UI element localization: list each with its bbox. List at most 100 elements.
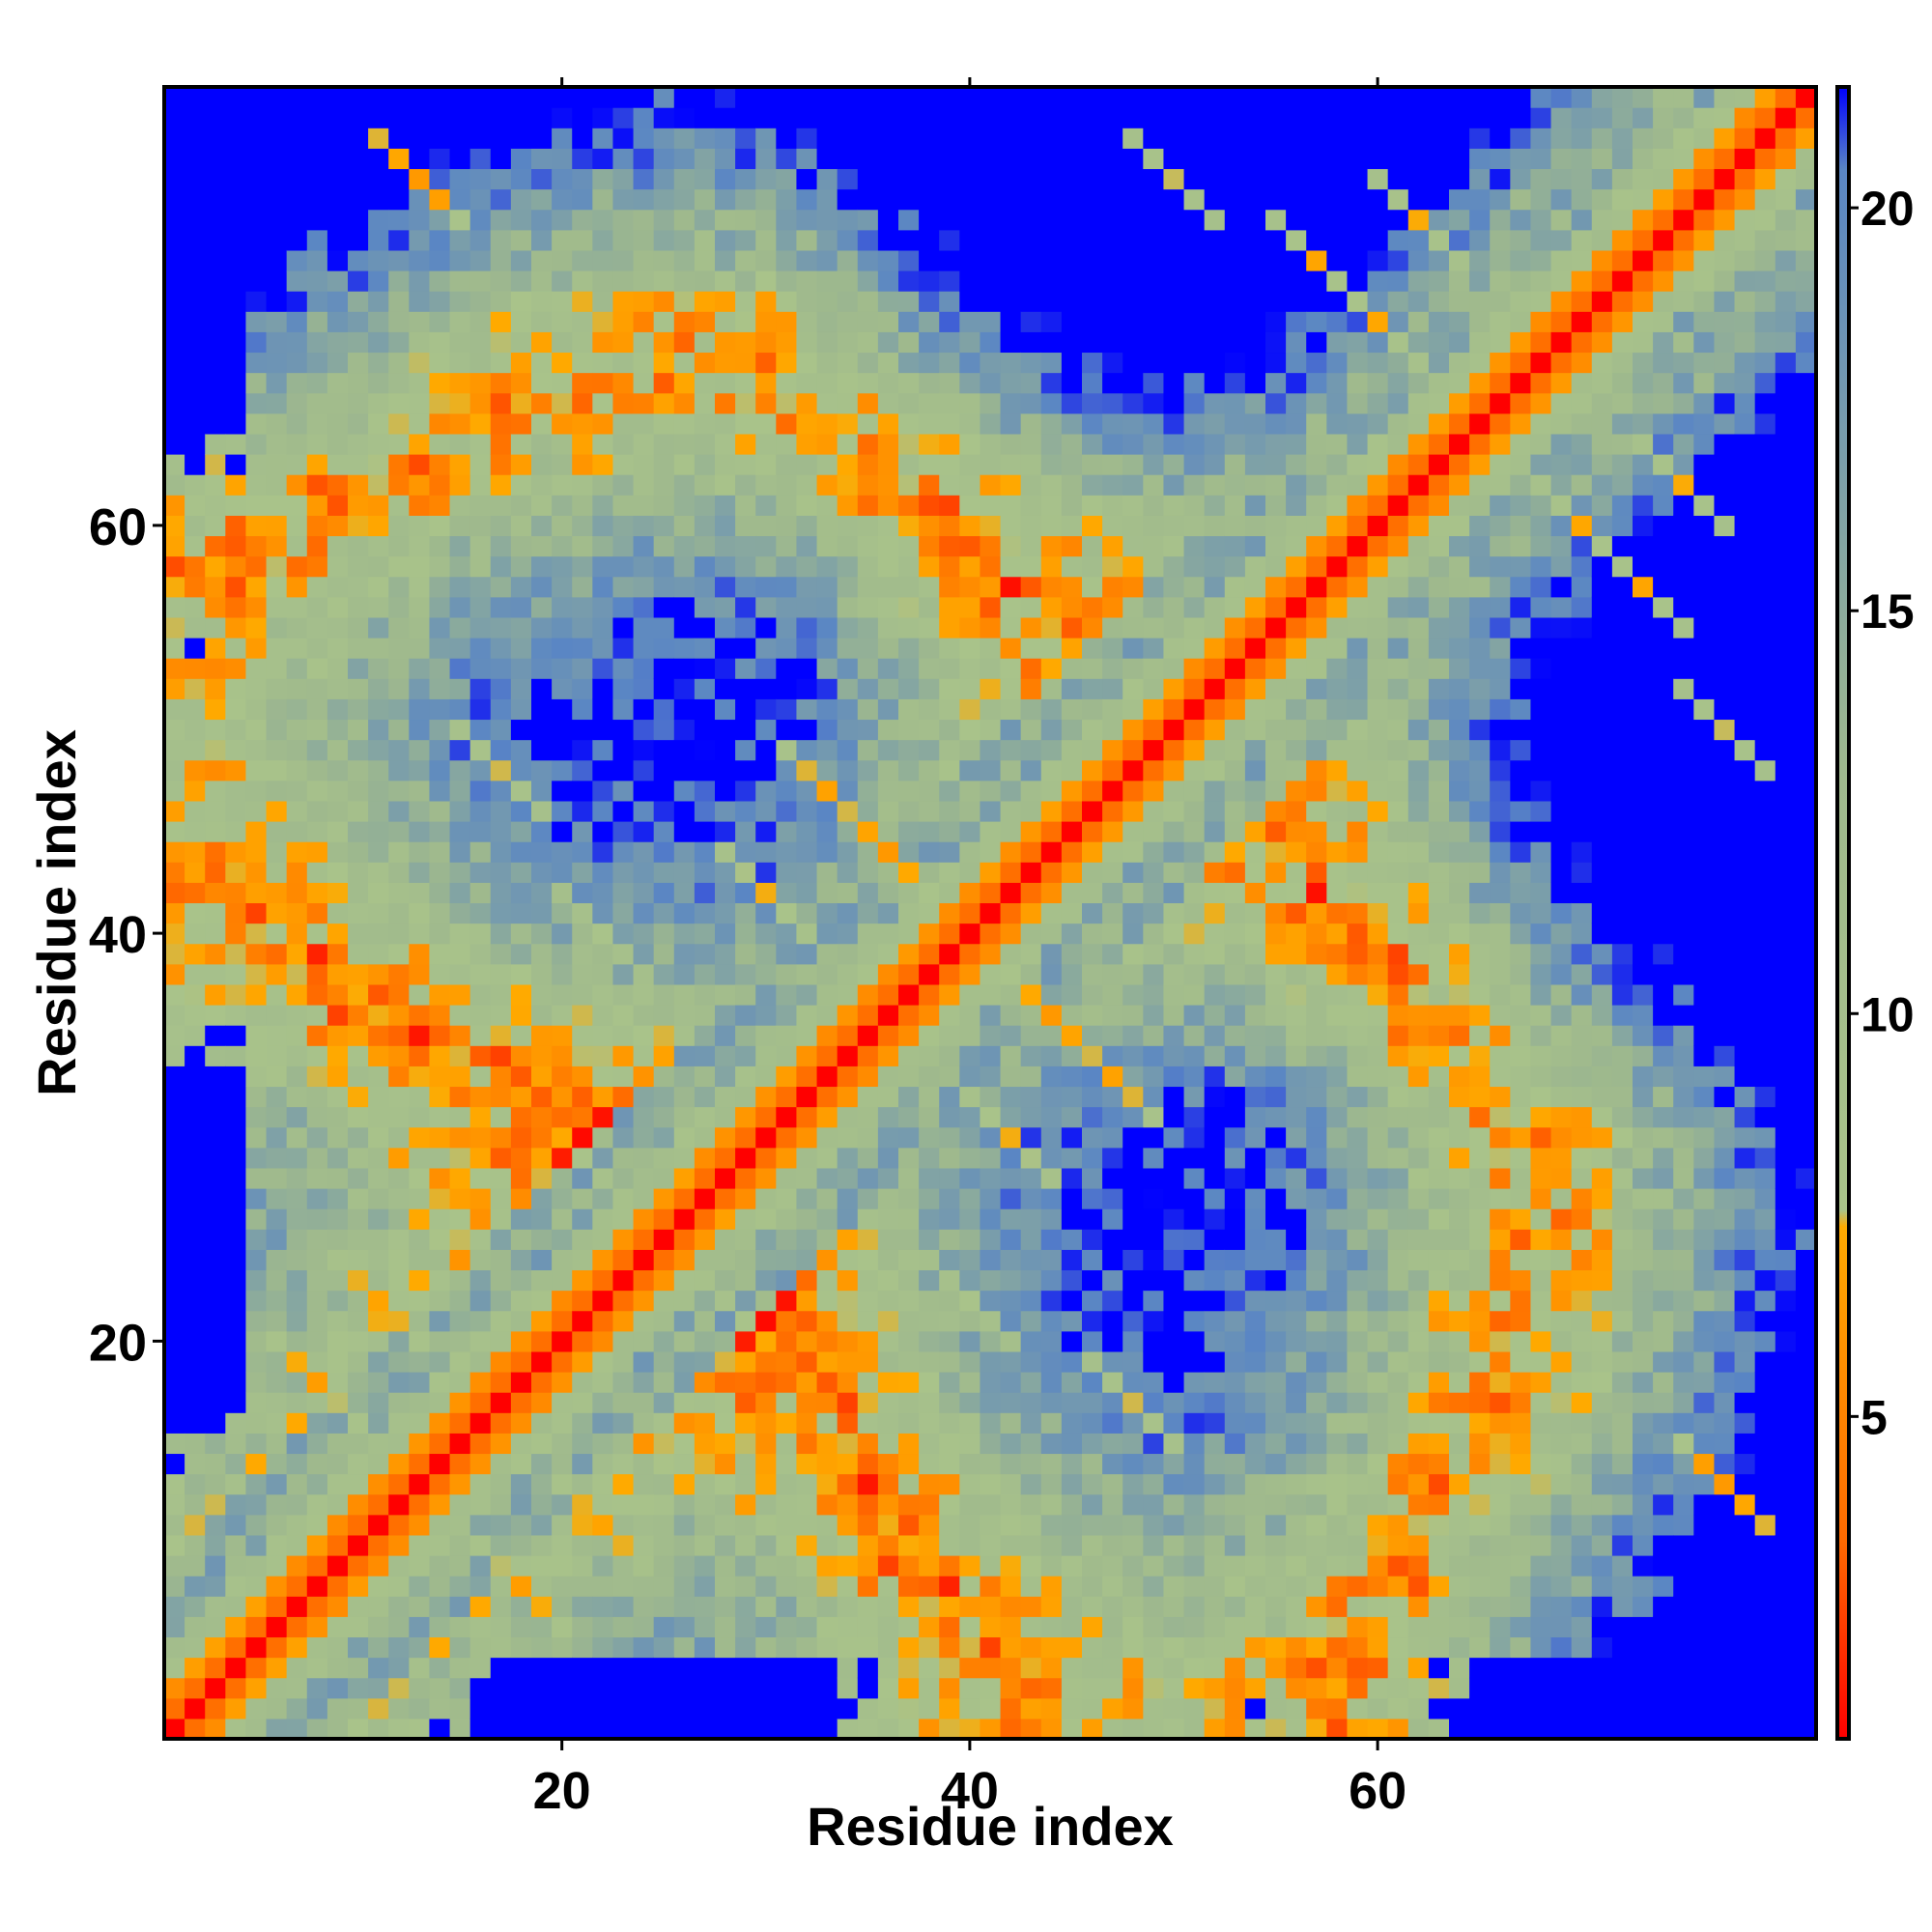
heatmap-cell (286, 412, 308, 435)
heatmap-cell (572, 658, 593, 679)
heatmap-cell (1265, 188, 1287, 211)
heatmap-cell (449, 1534, 471, 1556)
heatmap-cell (959, 1065, 981, 1088)
heatmap-cell (776, 1657, 798, 1679)
heatmap-cell (490, 1657, 512, 1679)
heatmap-cell (1367, 1188, 1389, 1209)
heatmap-cell (327, 1065, 349, 1088)
heatmap-cell (245, 1596, 268, 1617)
heatmap-cell (612, 800, 635, 822)
heatmap-cell (1407, 1433, 1430, 1455)
heatmap-cell (1040, 983, 1063, 1006)
heatmap-cell (164, 1290, 185, 1312)
heatmap-cell (286, 1718, 308, 1740)
heatmap-cell (898, 87, 920, 108)
heatmap-cell (1183, 433, 1206, 455)
heatmap-cell (1040, 780, 1063, 802)
heatmap-cell (348, 1433, 369, 1455)
heatmap-cell (837, 800, 859, 822)
heatmap-cell (266, 719, 288, 741)
heatmap-cell (1020, 412, 1042, 435)
heatmap-cell (1040, 963, 1063, 985)
heatmap-cell (1122, 1188, 1144, 1209)
heatmap-cell (592, 1677, 614, 1699)
heatmap-cell (1143, 943, 1165, 965)
heatmap-cell (592, 841, 614, 863)
heatmap-cell (1000, 1249, 1022, 1271)
heatmap-cell (1367, 331, 1389, 354)
heatmap-cell (205, 1596, 226, 1617)
heatmap-cell (368, 638, 389, 659)
heatmap-cell (327, 658, 349, 679)
heatmap-cell (1306, 963, 1327, 985)
heatmap-cell (816, 698, 838, 721)
heatmap-cell (1347, 963, 1369, 985)
heatmap-cell (755, 1636, 777, 1659)
heatmap-cell (1387, 1555, 1409, 1577)
heatmap-cell (1367, 983, 1389, 1006)
heatmap-cell (510, 1269, 532, 1292)
heatmap-cell (306, 1596, 328, 1617)
heatmap-cell (755, 555, 777, 578)
heatmap-cell (1020, 1493, 1042, 1516)
heatmap-cell (612, 923, 635, 945)
heatmap-cell (776, 963, 798, 985)
heatmap-cell (1367, 148, 1389, 170)
heatmap-cell (776, 1473, 798, 1495)
heatmap-cell (164, 495, 185, 516)
heatmap-cell (592, 698, 614, 721)
heatmap-cell (388, 1330, 410, 1352)
heatmap-cell (449, 759, 471, 781)
heatmap-cell (1326, 1473, 1349, 1495)
heatmap-cell (1163, 983, 1185, 1006)
heatmap-cell (469, 882, 492, 904)
heatmap-cell (510, 249, 532, 271)
heatmap-cell (1306, 1188, 1327, 1209)
heatmap-cell (225, 862, 247, 883)
heatmap-cell (898, 188, 920, 211)
heatmap-cell (388, 1616, 410, 1638)
heatmap-cell (1224, 168, 1246, 190)
heatmap-cell (205, 1147, 226, 1169)
heatmap-cell (857, 1269, 879, 1292)
heatmap-cell (1102, 392, 1123, 414)
heatmap-cell (898, 616, 920, 639)
heatmap-cell (1347, 1453, 1369, 1475)
heatmap-cell (1040, 841, 1063, 863)
heatmap-cell (816, 780, 838, 802)
heatmap-cell (857, 291, 879, 312)
heatmap-cell (1163, 1229, 1185, 1250)
heatmap-cell (1347, 1555, 1369, 1577)
heatmap-cell (694, 87, 716, 108)
heatmap-cell (1020, 719, 1042, 741)
heatmap-cell (919, 128, 940, 149)
heatmap-cell (409, 1677, 431, 1699)
heatmap-cell (857, 433, 879, 455)
heatmap-cell (694, 1677, 716, 1699)
heatmap-cell (1082, 1229, 1103, 1250)
heatmap-cell (531, 1025, 553, 1046)
heatmap-cell (531, 1005, 553, 1026)
heatmap-cell (531, 1106, 553, 1128)
heatmap-cell (552, 148, 573, 170)
heatmap-cell (572, 902, 593, 924)
heatmap-cell (837, 454, 859, 475)
heatmap-cell (348, 148, 369, 170)
heatmap-cell (1387, 1147, 1409, 1169)
heatmap-cell (1143, 1188, 1165, 1209)
heatmap-cell (531, 331, 553, 354)
heatmap-cell (959, 495, 981, 516)
heatmap-cell (816, 841, 838, 863)
heatmap-cell (1204, 923, 1226, 945)
heatmap-cell (1163, 739, 1185, 761)
heatmap-cell (205, 392, 226, 414)
heatmap-cell (572, 1493, 593, 1516)
heatmap-cell (776, 1208, 798, 1230)
heatmap-cell (1163, 188, 1185, 211)
heatmap-cell (348, 555, 369, 578)
heatmap-cell (939, 1514, 960, 1536)
heatmap-cell (552, 433, 573, 455)
heatmap-cell (368, 1576, 389, 1597)
heatmap-cell (572, 1350, 593, 1373)
heatmap-cell (388, 311, 410, 332)
